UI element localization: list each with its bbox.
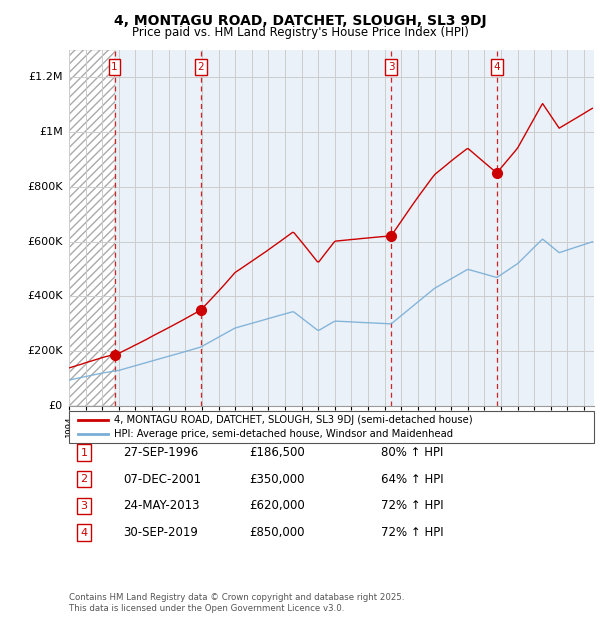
Bar [69, 50, 115, 406]
Text: 1: 1 [80, 448, 88, 458]
Text: £186,500: £186,500 [249, 446, 305, 459]
Bar [391, 50, 497, 406]
Text: Price paid vs. HM Land Registry's House Price Index (HPI): Price paid vs. HM Land Registry's House … [131, 26, 469, 39]
Text: £800K: £800K [27, 182, 63, 192]
Text: 1: 1 [111, 62, 118, 72]
Text: 07-DEC-2001: 07-DEC-2001 [123, 473, 201, 485]
Text: £1.2M: £1.2M [28, 72, 63, 82]
Text: 64% ↑ HPI: 64% ↑ HPI [381, 473, 443, 485]
Text: 72% ↑ HPI: 72% ↑ HPI [381, 526, 443, 539]
Text: £1M: £1M [39, 127, 63, 137]
Text: 4: 4 [80, 528, 88, 538]
Text: 80% ↑ HPI: 80% ↑ HPI [381, 446, 443, 459]
Text: 3: 3 [388, 62, 394, 72]
Text: 2: 2 [197, 62, 204, 72]
Text: £850,000: £850,000 [249, 526, 305, 539]
Text: 30-SEP-2019: 30-SEP-2019 [123, 526, 198, 539]
Text: £350,000: £350,000 [249, 473, 305, 485]
Text: £600K: £600K [28, 237, 63, 247]
Text: £0: £0 [49, 401, 63, 411]
Bar [497, 50, 594, 406]
Text: 24-MAY-2013: 24-MAY-2013 [123, 500, 199, 512]
Text: 27-SEP-1996: 27-SEP-1996 [123, 446, 198, 459]
Text: 72% ↑ HPI: 72% ↑ HPI [381, 500, 443, 512]
Text: HPI: Average price, semi-detached house, Windsor and Maidenhead: HPI: Average price, semi-detached house,… [114, 429, 453, 440]
Text: 4: 4 [493, 62, 500, 72]
Text: 4, MONTAGU ROAD, DATCHET, SLOUGH, SL3 9DJ (semi-detached house): 4, MONTAGU ROAD, DATCHET, SLOUGH, SL3 9D… [114, 415, 473, 425]
Text: £400K: £400K [27, 291, 63, 301]
Bar [201, 50, 391, 406]
Text: 3: 3 [80, 501, 88, 511]
Text: £620,000: £620,000 [249, 500, 305, 512]
Text: 2: 2 [80, 474, 88, 484]
Bar [115, 50, 201, 406]
Text: 4, MONTAGU ROAD, DATCHET, SLOUGH, SL3 9DJ: 4, MONTAGU ROAD, DATCHET, SLOUGH, SL3 9D… [113, 14, 487, 28]
Text: £200K: £200K [27, 346, 63, 356]
Text: Contains HM Land Registry data © Crown copyright and database right 2025.
This d: Contains HM Land Registry data © Crown c… [69, 593, 404, 613]
